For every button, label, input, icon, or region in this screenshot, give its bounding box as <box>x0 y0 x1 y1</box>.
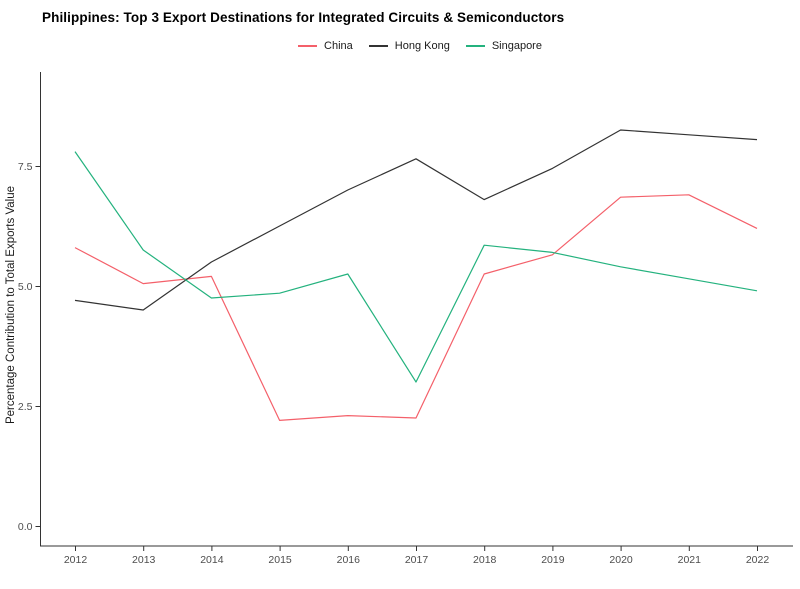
y-tick-label: 2.5 <box>18 401 33 413</box>
x-tick-label: 2020 <box>609 554 633 566</box>
y-axis-title: Percentage Contribution to Total Exports… <box>5 186 17 424</box>
x-tick-label: 2017 <box>405 554 429 566</box>
x-tick-label: 2018 <box>473 554 497 566</box>
legend: China Hong Kong Singapore <box>40 38 800 54</box>
x-tick-label: 2013 <box>132 554 156 566</box>
legend-label-singapore: Singapore <box>491 40 542 52</box>
x-tick-label: 2015 <box>268 554 292 566</box>
y-tick-label: 7.5 <box>18 161 33 173</box>
chart-title: Philippines: Top 3 Export Destinations f… <box>42 10 565 25</box>
legend-item-hong-kong: Hong Kong <box>368 40 450 52</box>
series-line-china <box>74 194 758 421</box>
x-tick-label: 2014 <box>200 554 224 566</box>
legend-key-line-singapore <box>465 45 485 47</box>
legend-label-hong-kong: Hong Kong <box>394 40 450 52</box>
y-tick-label: 0.0 <box>18 521 33 533</box>
line-chart-plot-area: 0.0 2.5 5.0 7.5 2012 2013 2014 2015 2016 2017 2018… <box>5 72 793 566</box>
x-tick-label: 2021 <box>678 554 702 566</box>
x-tick-label: 2016 <box>337 554 361 566</box>
series-line-singapore <box>74 151 758 383</box>
legend-item-singapore: Singapore <box>465 40 542 52</box>
legend-key-line-hong-kong <box>368 45 388 47</box>
y-tick-label: 5.0 <box>18 281 33 293</box>
legend-item-china: China <box>298 40 353 52</box>
series-line-hong-kong <box>74 129 758 311</box>
x-tick-label: 2012 <box>64 554 88 566</box>
x-tick-label: 2022 <box>746 554 770 566</box>
legend-label-china: China <box>324 40 353 52</box>
legend-key-line-china <box>298 45 318 47</box>
x-tick-label: 2019 <box>541 554 565 566</box>
